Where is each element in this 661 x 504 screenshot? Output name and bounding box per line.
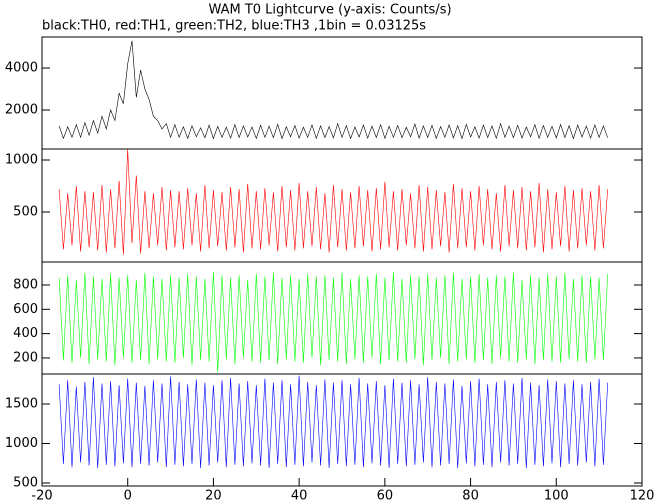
y-tick-label: 800 bbox=[13, 277, 38, 292]
y-tick-label: 600 bbox=[13, 302, 38, 317]
x-tick-label: 60 bbox=[377, 489, 394, 504]
lightcurve bbox=[58, 375, 608, 469]
panel-frame bbox=[41, 148, 643, 263]
x-tick-label: 120 bbox=[630, 489, 655, 504]
y-tick-label: 1500 bbox=[5, 397, 38, 412]
y-tick-label: 500 bbox=[13, 475, 38, 490]
panel-frame bbox=[41, 36, 643, 150]
panel-frame bbox=[41, 373, 643, 487]
lightcurve bbox=[58, 149, 608, 255]
x-tick-label: 100 bbox=[544, 489, 569, 504]
y-tick-label: 1000 bbox=[5, 436, 38, 451]
lightcurve bbox=[58, 40, 608, 140]
y-tick-label: 1000 bbox=[5, 153, 38, 168]
chart-title: WAM T0 Lightcurve (y-axis: Counts/s) bbox=[208, 3, 451, 18]
y-tick-label: 500 bbox=[13, 204, 38, 219]
x-tick-label: -20 bbox=[31, 489, 52, 504]
y-tick-label: 2000 bbox=[5, 102, 38, 117]
chart-subtitle: black:TH0, red:TH1, green:TH2, blue:TH3 … bbox=[42, 19, 426, 34]
x-tick-label: 80 bbox=[462, 489, 479, 504]
x-tick-label: 40 bbox=[291, 489, 308, 504]
y-tick-label: 200 bbox=[13, 350, 38, 365]
lightcurve bbox=[58, 271, 608, 373]
x-tick-label: 20 bbox=[205, 489, 222, 504]
x-tick-label: 0 bbox=[124, 489, 132, 504]
y-tick-label: 4000 bbox=[5, 61, 38, 76]
y-tick-label: 400 bbox=[13, 326, 38, 341]
